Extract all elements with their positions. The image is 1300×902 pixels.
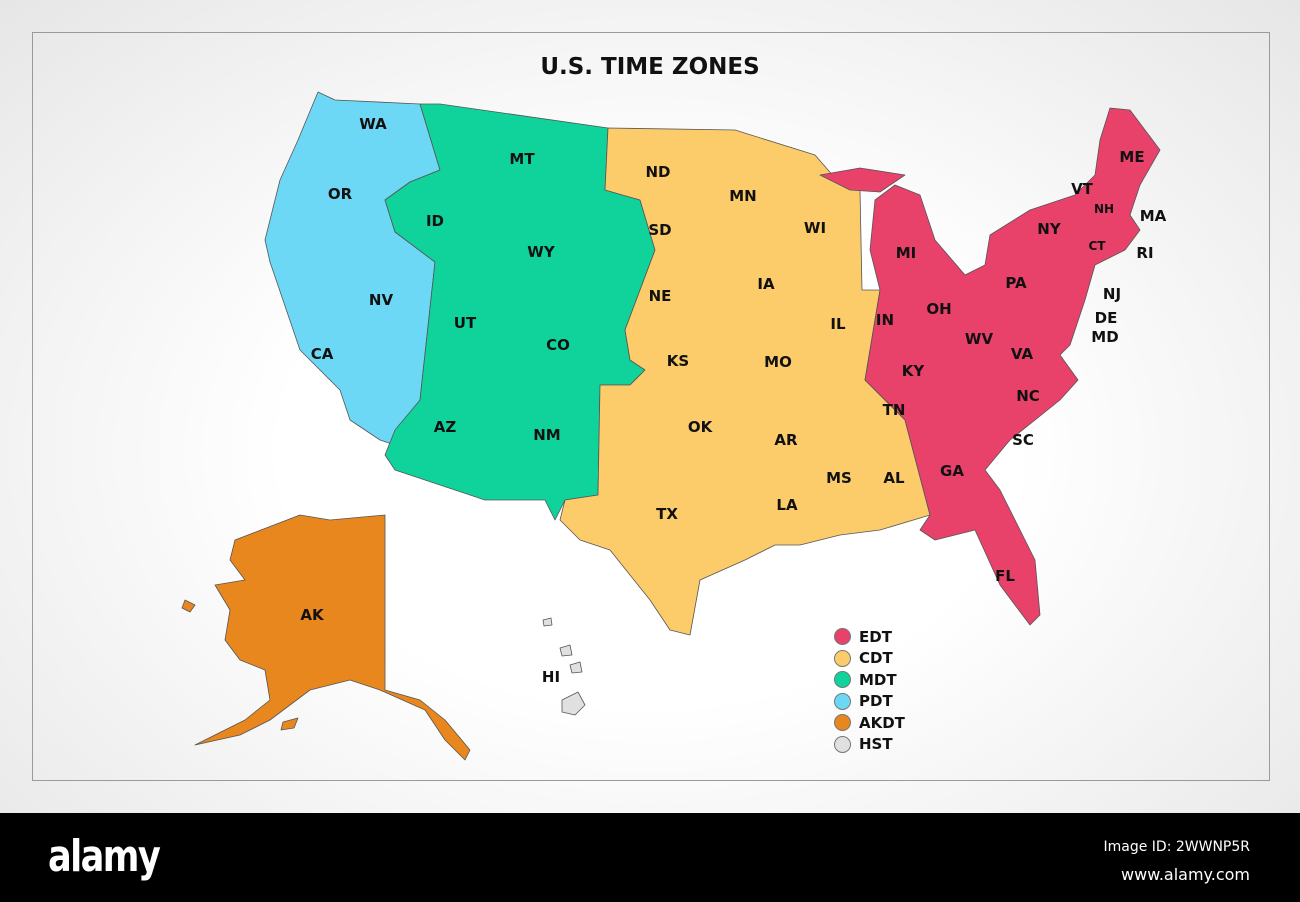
state-label: PA [1005, 274, 1027, 292]
zone-akdt [194, 514, 471, 761]
map-title: U.S. TIME ZONES [540, 54, 760, 80]
legend-label: HST [859, 735, 893, 754]
legend-label: EDT [859, 627, 892, 646]
state-label: NC [1016, 387, 1040, 405]
state-label: FL [995, 567, 1015, 585]
zone-pdt [264, 91, 441, 446]
legend-label: AKDT [859, 713, 905, 732]
legend-swatch [834, 649, 851, 667]
state-label: MN [729, 187, 757, 205]
state-label: WA [359, 115, 387, 133]
state-label: IL [830, 315, 846, 333]
state-label: DE [1094, 309, 1118, 327]
legend-item-akdt: AKDT [834, 712, 905, 734]
state-label: OR [327, 185, 353, 203]
state-label: NY [1037, 220, 1061, 238]
state-label: MS [826, 469, 852, 487]
legend-label: PDT [859, 692, 893, 711]
state-label: AK [300, 606, 324, 624]
zone-hst [561, 691, 586, 716]
legend-label: CDT [859, 649, 893, 668]
us-map [181, 91, 1161, 761]
state-label: AL [883, 469, 905, 487]
state-label: SD [648, 221, 672, 239]
state-label: MO [764, 353, 792, 371]
state-label: MT [509, 150, 535, 168]
state-label: WY [527, 243, 555, 261]
legend-swatch [834, 735, 851, 753]
zone-hst [569, 661, 583, 674]
state-label: IA [757, 275, 775, 293]
state-label: NE [648, 287, 672, 305]
legend-label: MDT [859, 670, 897, 689]
state-label: AR [774, 431, 798, 449]
legend-swatch [834, 671, 851, 689]
state-label: MI [895, 244, 917, 262]
state-label: KS [666, 352, 690, 370]
state-label: MD [1091, 328, 1119, 346]
legend-item-hst: HST [834, 734, 905, 756]
legend-item-mdt: MDT [834, 669, 905, 691]
zone-akdt-island [181, 599, 196, 613]
zone-hst [542, 617, 553, 627]
state-label: VT [1071, 180, 1093, 198]
state-label: ME [1119, 148, 1145, 166]
state-label: CT [1088, 239, 1106, 253]
legend: EDT CDT MDT PDT AKDT HST [834, 626, 905, 755]
state-label: RI [1136, 244, 1154, 262]
zone-hst [559, 644, 573, 657]
legend-item-edt: EDT [834, 626, 905, 648]
state-label: NV [368, 291, 394, 309]
state-label: ID [425, 212, 445, 230]
state-label: LA [776, 496, 798, 514]
state-label: HI [541, 668, 561, 686]
legend-swatch [834, 692, 851, 710]
legend-item-pdt: PDT [834, 691, 905, 713]
legend-item-cdt: CDT [834, 648, 905, 670]
legend-swatch [834, 628, 851, 646]
state-label: CO [546, 336, 570, 354]
state-label: IN [875, 311, 895, 329]
zone-edt [864, 107, 1161, 626]
legend-swatch [834, 714, 851, 732]
state-label: VA [1010, 345, 1034, 363]
alamy-logo[interactable]: alamy [48, 831, 161, 882]
zone-cdt [559, 127, 931, 636]
state-label: TX [656, 505, 678, 523]
state-label: AZ [433, 418, 457, 436]
state-label: KY [901, 362, 925, 380]
state-label: NJ [1102, 285, 1122, 303]
zone-akdt-island [280, 717, 299, 731]
state-label: OK [687, 418, 713, 436]
state-label: CA [310, 345, 334, 363]
state-label: ND [645, 163, 671, 181]
state-label: WV [964, 330, 994, 348]
state-label: MA [1139, 207, 1167, 225]
map-frame [32, 32, 1270, 781]
image-id: Image ID: 2WWNP5R [1103, 839, 1250, 855]
state-label: GA [940, 462, 964, 480]
state-label: UT [453, 314, 477, 332]
state-label: SC [1012, 431, 1034, 449]
state-label: TN [882, 401, 906, 419]
zone-edt-michigan-up [819, 167, 906, 193]
footer-bar: alamy Image ID: 2WWNP5R www.alamy.com [0, 813, 1300, 902]
state-label: NM [533, 426, 561, 444]
state-label: NH [1093, 202, 1115, 216]
site-link[interactable]: www.alamy.com [1121, 865, 1250, 884]
state-label: OH [926, 300, 952, 318]
state-label: WI [803, 219, 827, 237]
